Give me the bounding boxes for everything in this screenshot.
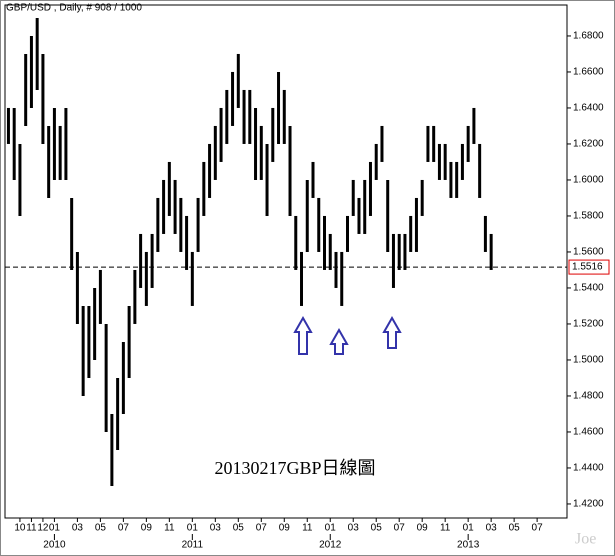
y-tick-label: 1.5600 bbox=[573, 247, 604, 258]
plot-area bbox=[4, 4, 568, 519]
chart-title: GBP/USD , Daily, # 908 / 1000 bbox=[6, 3, 142, 14]
y-tick-label: 1.5200 bbox=[573, 319, 604, 330]
y-tick-label: 1.4600 bbox=[573, 427, 604, 438]
x-tick-label: 11 bbox=[302, 523, 313, 534]
year-tick-label: 2010 bbox=[43, 540, 66, 551]
y-tick-label: 1.4200 bbox=[573, 499, 604, 510]
year-tick-label: 2012 bbox=[319, 540, 342, 551]
x-tick-label: 05 bbox=[95, 523, 107, 534]
x-tick-label: 07 bbox=[118, 523, 130, 534]
y-tick-label: 1.5400 bbox=[573, 283, 604, 294]
arrows bbox=[293, 315, 402, 355]
annotation: 20130217GBP日線圖 bbox=[214, 458, 375, 478]
y-tick-label: 1.5000 bbox=[573, 355, 604, 366]
x-tick-label: 01 bbox=[49, 523, 61, 534]
y-tick-label: 1.6000 bbox=[573, 175, 604, 186]
y-tick-label: 1.6600 bbox=[573, 67, 604, 78]
year-tick-label: 2011 bbox=[182, 540, 204, 551]
x-tick-label: 12 bbox=[37, 523, 49, 534]
last-price-label: 1.5516 bbox=[572, 262, 603, 273]
y-tick-label: 1.5800 bbox=[573, 211, 604, 222]
x-tick-label: 01 bbox=[463, 523, 475, 534]
x-tick-label: 03 bbox=[486, 523, 498, 534]
arrow bbox=[329, 327, 349, 355]
x-tick-label: 09 bbox=[141, 523, 153, 534]
x-tick-label: 07 bbox=[532, 523, 544, 534]
x-tick-label: 11 bbox=[26, 523, 37, 534]
x-tick-label: 07 bbox=[394, 523, 406, 534]
x-tick-label: 05 bbox=[371, 523, 383, 534]
y-tick-label: 1.6800 bbox=[573, 31, 604, 42]
year-tick-label: 2013 bbox=[457, 540, 480, 551]
x-tick-label: 01 bbox=[325, 523, 337, 534]
x-tick-label: 03 bbox=[210, 523, 222, 534]
x-tick-label: 10 bbox=[14, 523, 26, 534]
x-tick-label: 03 bbox=[348, 523, 360, 534]
y-tick-label: 1.4800 bbox=[573, 391, 604, 402]
x-tick-label: 05 bbox=[233, 523, 245, 534]
last-price-box bbox=[568, 259, 610, 275]
arrow bbox=[382, 315, 402, 349]
x-tick-label: 01 bbox=[187, 523, 199, 534]
watermark: Joe bbox=[575, 531, 596, 548]
x-tick-label: 07 bbox=[256, 523, 268, 534]
x-tick-label: 09 bbox=[279, 523, 291, 534]
y-tick-label: 1.6400 bbox=[573, 103, 604, 114]
x-tick-label: 03 bbox=[72, 523, 84, 534]
y-tick-label: 1.6200 bbox=[573, 139, 604, 150]
x-tick-label: 11 bbox=[440, 523, 451, 534]
x-tick-label: 11 bbox=[164, 523, 175, 534]
x-tick-label: 09 bbox=[417, 523, 429, 534]
arrow bbox=[293, 315, 313, 355]
y-tick-label: 1.4400 bbox=[573, 463, 604, 474]
x-tick-label: 05 bbox=[509, 523, 521, 534]
